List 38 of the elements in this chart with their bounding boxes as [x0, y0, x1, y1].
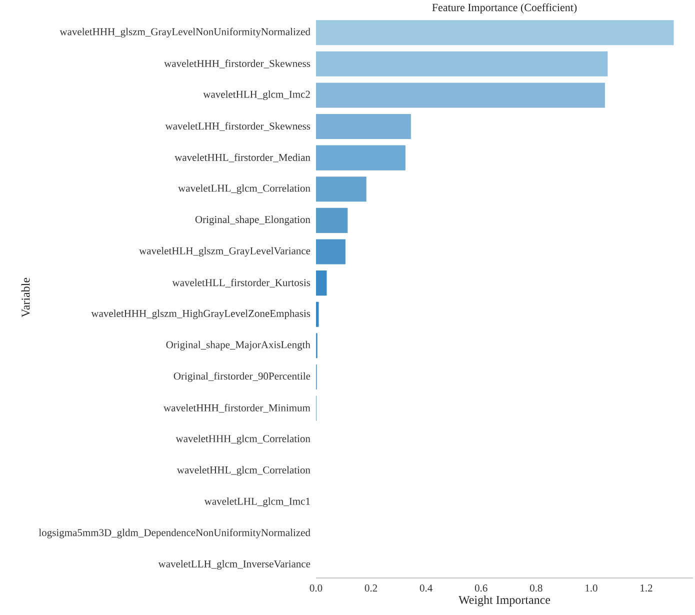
y-tick-label: waveletHHH_glcm_Correlation: [176, 434, 310, 444]
y-tick-label: Original_firstorder_90Percentile: [174, 372, 310, 382]
bar: [316, 270, 327, 296]
x-axis-title: Weight Importance: [458, 596, 550, 606]
y-tick-label: waveletHHL_firstorder_Median: [174, 153, 310, 162]
y-tick-label: Original_shape_MajorAxisLength: [166, 340, 310, 350]
x-tick-label: 0.2: [364, 584, 378, 592]
y-axis-title: Variable: [21, 278, 30, 318]
bar: [316, 114, 411, 140]
y-tick-label: logsigma5mm3D_gldm_DependenceNonUniformityNormalized: [38, 528, 310, 538]
y-tick-label: waveletHHH_glszm_HighGrayLevelZoneEmphasis: [91, 310, 310, 320]
y-tick-label: waveletLLH_glcm_InverseVariance: [158, 560, 310, 570]
y-tick-label: waveletHHH_firstorder_Minimum: [164, 404, 310, 413]
y-tick-label: waveletLHH_firstorder_Skewness: [165, 122, 310, 131]
y-tick-label: waveletHLL_firstorder_Kurtosis: [172, 278, 310, 288]
bar: [316, 239, 346, 264]
bar: [316, 302, 319, 327]
bar: [316, 20, 674, 46]
x-tick-label: 0.4: [420, 584, 432, 592]
x-tick-label: 0.0: [310, 584, 322, 592]
x-tick-label: 1.0: [586, 584, 598, 592]
y-tick-label: waveletHHH_firstorder_Skewness: [164, 60, 310, 68]
y-tick-label: waveletHLH_glcm_Imc2: [203, 90, 310, 100]
bar: [316, 51, 608, 76]
bar: [316, 208, 348, 233]
y-tick-label: waveletHHH_glszm_GrayLevelNonUniformityNormalized: [60, 28, 310, 38]
x-tick-label: 0.6: [474, 584, 488, 592]
y-tick-label: waveletHLH_glszm_GrayLevelVariance: [139, 247, 310, 257]
bar: [316, 82, 605, 108]
y-tick-label: waveletLHL_glcm_Correlation: [178, 184, 310, 194]
chart-title: Feature Importance (Coefficient): [432, 3, 577, 14]
bar: [316, 145, 406, 170]
x-tick-label: 1.2: [640, 584, 652, 592]
x-tick-label: 0.8: [530, 584, 542, 592]
y-tick-label: waveletHHL_glcm_Correlation: [176, 466, 310, 476]
y-tick-label: Original_shape_Elongation: [195, 216, 310, 226]
bar: [316, 176, 366, 202]
y-tick-label: waveletLHL_glcm_Imc1: [204, 497, 310, 507]
